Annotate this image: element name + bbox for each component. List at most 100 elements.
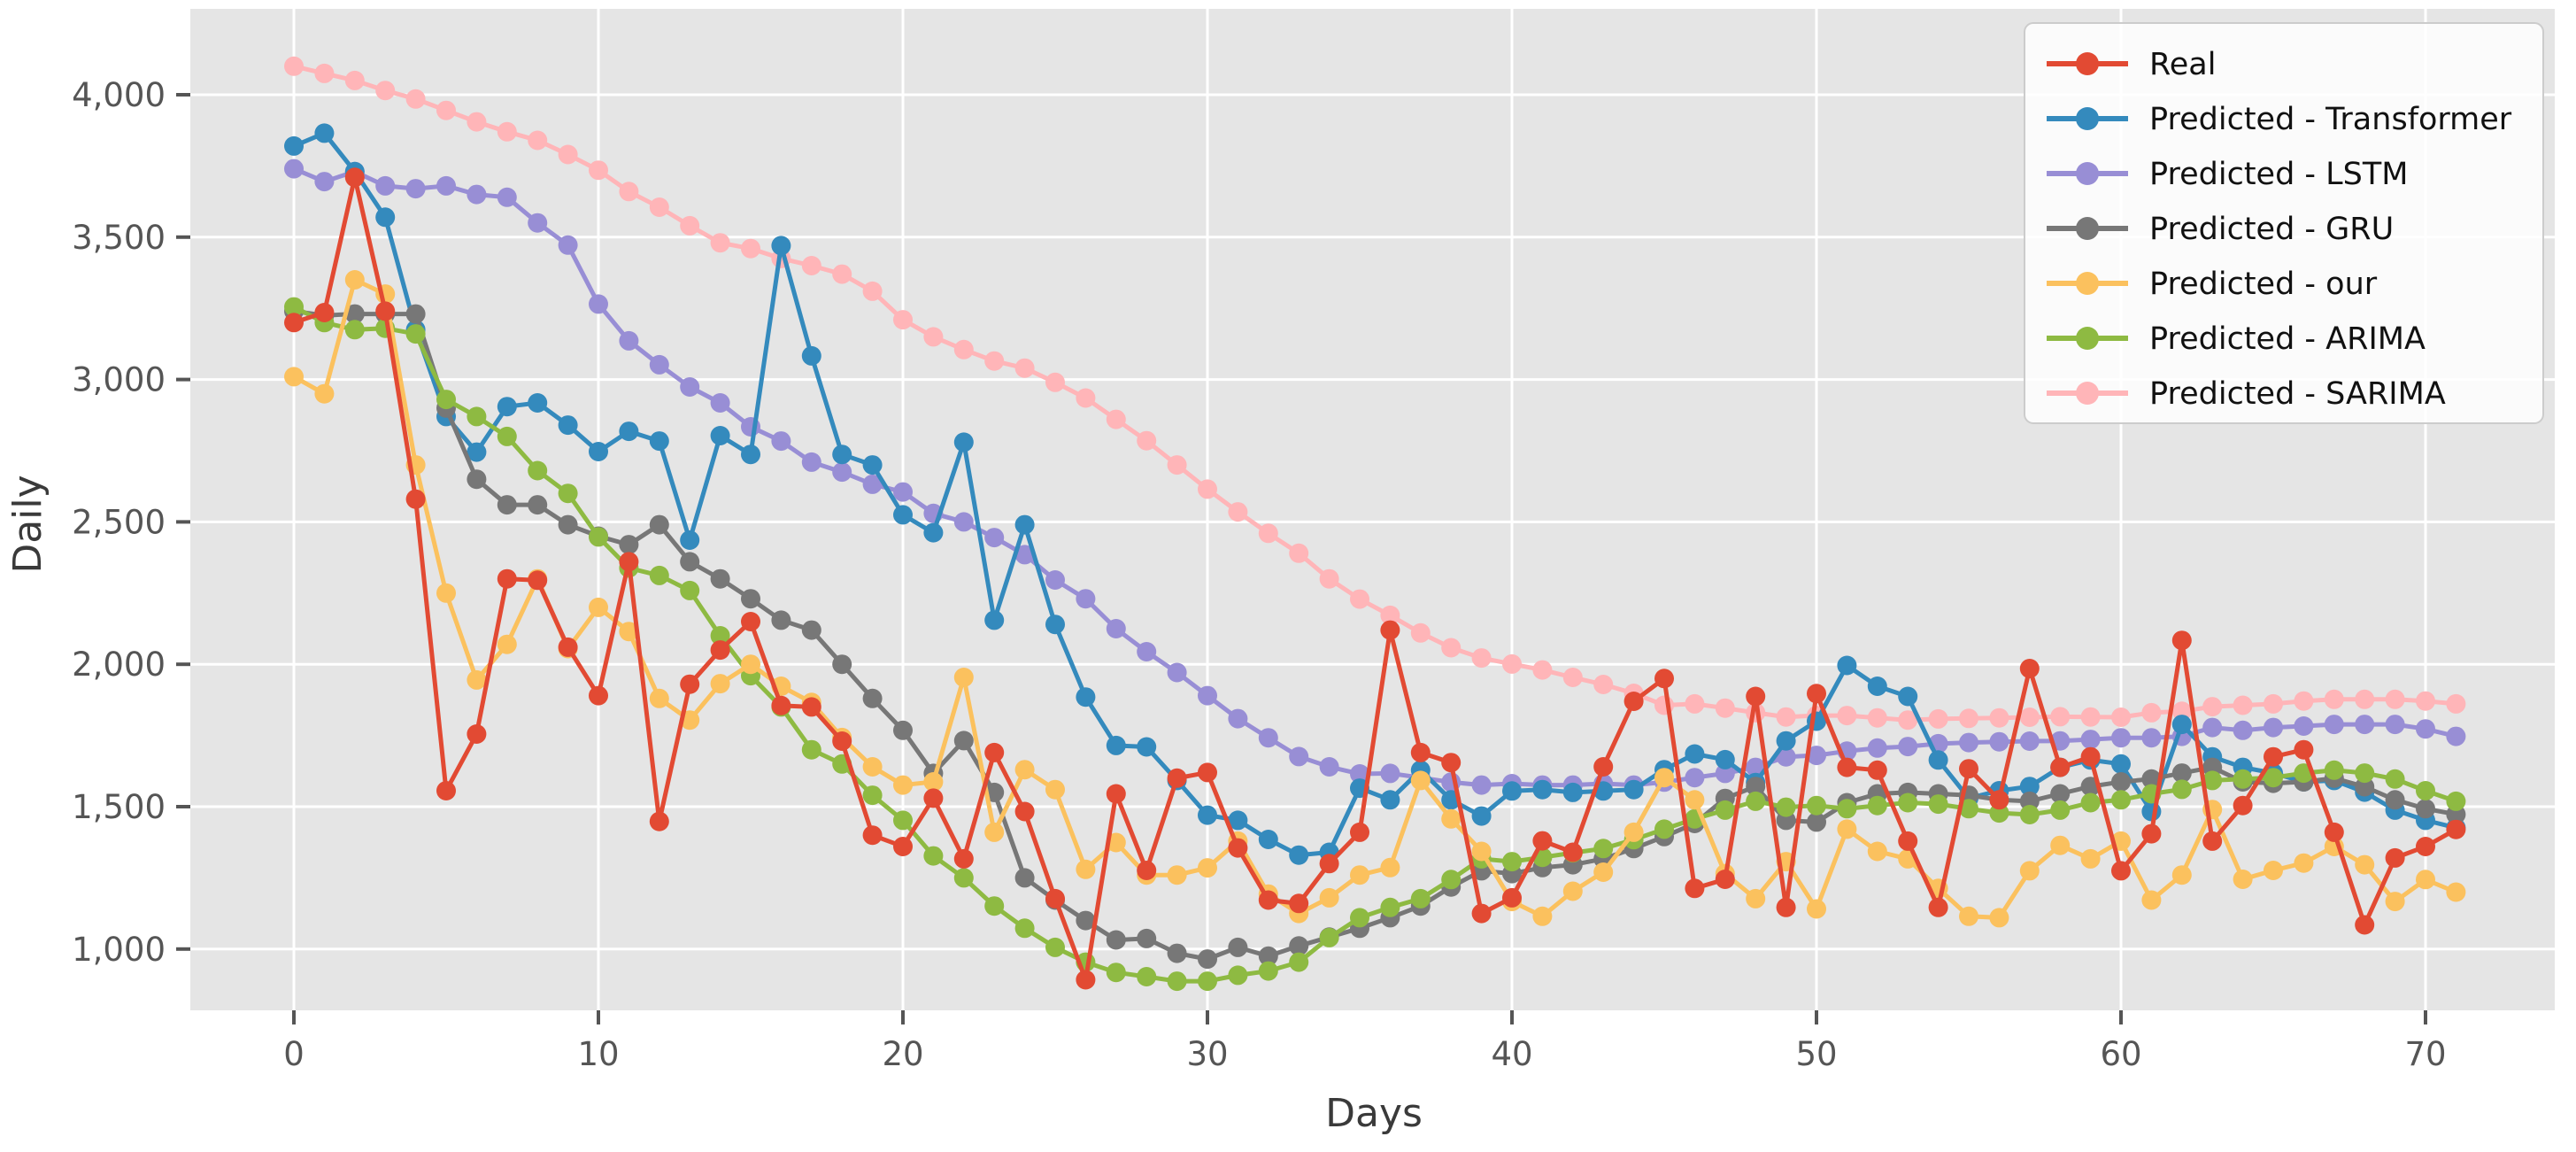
data-point [1076,388,1096,408]
data-point [467,469,487,490]
data-point [1776,746,1796,767]
data-point [1776,897,1796,917]
data-point [649,354,669,375]
legend-label: Predicted - GRU [2149,212,2394,247]
data-point [436,781,456,800]
data-point [1715,800,1735,820]
legend-label: Predicted - SARIMA [2149,376,2446,412]
data-point [436,175,456,196]
x-tick-label: 60 [2100,1035,2141,1073]
data-point [680,674,700,694]
data-point [1715,870,1735,889]
data-point [467,724,487,744]
legend-label: Predicted - LSTM [2149,157,2408,192]
data-point [2141,769,2162,789]
data-point [1410,888,1431,908]
data-point [528,460,548,481]
data-point [2446,882,2466,902]
data-point [1198,949,1217,970]
data-point [923,846,944,866]
data-point [314,123,335,143]
data-point [832,264,852,284]
y-axis-title: Daily [5,475,50,573]
data-point [619,552,639,572]
data-point [1106,619,1126,638]
data-point [1532,906,1553,926]
data-point [1746,777,1766,797]
data-point [1289,746,1309,767]
data-point [923,772,944,792]
data-point [2111,861,2131,881]
data-point [2080,730,2101,750]
series-real [284,167,2466,990]
data-point [2264,693,2283,714]
data-point [2111,728,2131,748]
data-point [741,589,760,609]
data-point [1807,899,1826,919]
data-point [649,431,669,452]
data-point [1045,888,1065,908]
data-point [1167,971,1187,992]
data-point [1137,861,1157,880]
data-point [528,130,548,151]
legend-label: Predicted - Transformer [2149,102,2512,137]
data-point [1289,845,1309,865]
data-point [2171,630,2192,651]
data-point [710,393,730,413]
legend-marker-icon [2076,272,2099,295]
data-point [801,452,821,472]
data-point [1928,897,1948,917]
series-predicted-our [284,270,2466,928]
data-point [953,668,974,687]
data-point [2080,707,2101,727]
series-predicted-lstm [284,158,2466,795]
legend-label: Real [2149,47,2216,82]
data-point [2385,689,2405,709]
data-point [344,304,365,324]
data-point [1593,839,1614,859]
data-point [1258,830,1278,849]
data-point [832,731,852,751]
data-point [2264,861,2283,880]
data-point [1593,675,1614,694]
legend-marker-icon [2076,162,2099,185]
data-point [1076,910,1096,931]
data-point [1502,887,1522,908]
data-point [2019,707,2040,727]
data-point [1228,937,1248,957]
data-point [1807,746,1826,766]
data-point [1837,757,1857,777]
data-point [2233,720,2253,740]
x-tick-label: 20 [882,1035,923,1073]
data-point [923,788,944,808]
data-point [953,432,974,452]
data-point [801,345,821,366]
data-point [1198,479,1217,499]
data-point [1350,589,1369,609]
data-point [619,535,639,555]
data-point [893,810,913,831]
data-point [953,339,974,360]
legend-item: Predicted - Transformer [2047,102,2512,137]
data-point [528,495,548,515]
data-point [1562,881,1583,901]
data-point [2355,854,2375,875]
legend: Real Predicted - Transformer Predicted - L… [2024,22,2544,424]
data-point [497,495,517,515]
data-point [1654,768,1674,788]
data-point [1350,865,1369,885]
data-point [1410,742,1431,762]
data-point [1045,372,1065,392]
data-point [2416,837,2435,856]
data-point [741,654,760,675]
data-point [1014,545,1035,565]
data-point [862,281,883,301]
data-point [710,426,730,445]
data-point [1380,897,1400,917]
data-point [1045,937,1065,957]
data-point [1198,805,1217,825]
legend-label: Predicted - our [2149,267,2378,302]
data-point [497,568,517,589]
data-point [2019,791,2040,811]
data-point [1867,707,1887,728]
